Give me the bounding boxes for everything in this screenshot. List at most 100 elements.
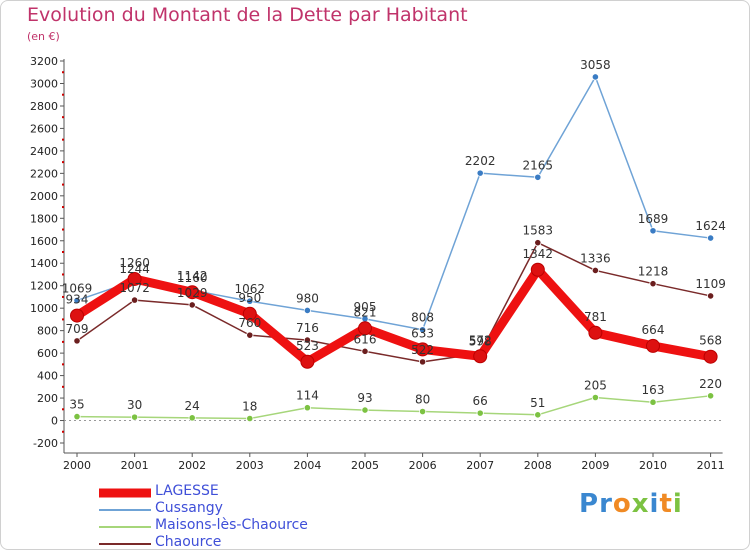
legend-swatch — [99, 542, 151, 545]
data-point — [303, 404, 311, 412]
data-point — [418, 326, 427, 334]
series-line-chaource — [76, 241, 712, 363]
data-label: 821 — [354, 305, 377, 319]
y-minor-tick — [62, 295, 64, 298]
data-label: 616 — [354, 332, 377, 346]
y-minor-tick — [62, 206, 64, 209]
data-point — [242, 306, 257, 321]
data-label: 1218 — [638, 265, 669, 279]
data-point — [361, 406, 369, 414]
data-label: 80 — [415, 393, 430, 407]
logo-letter: P — [579, 489, 600, 519]
data-point — [415, 342, 430, 357]
data-label: 163 — [642, 383, 665, 397]
x-tick-label: 2010 — [639, 459, 667, 472]
data-point — [185, 285, 200, 300]
data-label: 980 — [296, 291, 319, 305]
y-minor-tick — [62, 251, 64, 253]
y-tick-label: 1600 — [30, 235, 58, 248]
data-point — [649, 280, 657, 288]
data-label: 568 — [699, 334, 722, 348]
data-point — [246, 297, 254, 305]
data-point — [649, 398, 657, 406]
data-label: 1336 — [580, 251, 611, 265]
legend-label: Chaource — [155, 534, 222, 550]
data-label: 1142 — [177, 269, 208, 283]
data-label: 709 — [66, 322, 89, 336]
data-point — [476, 409, 484, 417]
data-point — [361, 347, 369, 355]
y-tick-label: 800 — [37, 325, 58, 338]
data-point — [131, 296, 139, 304]
y-minor-tick — [62, 93, 64, 96]
data-point — [358, 321, 372, 336]
data-point — [127, 271, 142, 286]
data-label: 572 — [469, 333, 492, 347]
data-label: 3058 — [580, 58, 611, 72]
data-point — [591, 266, 600, 275]
data-label: 18 — [242, 400, 257, 414]
data-point — [188, 414, 196, 422]
x-tick-label: 2005 — [351, 459, 379, 472]
data-label: 522 — [411, 343, 434, 357]
data-label: 598 — [469, 334, 492, 348]
data-label: 633 — [411, 326, 434, 340]
y-tick-label: 1200 — [30, 280, 58, 293]
y-tick-label: 2200 — [30, 167, 58, 180]
data-label: 35 — [69, 398, 84, 412]
data-point — [73, 412, 81, 421]
legend-label: Cussangy — [155, 500, 223, 516]
data-label: 1069 — [62, 281, 93, 295]
legend-swatch — [99, 508, 151, 511]
y-tick-label: -200 — [33, 437, 58, 450]
data-point — [706, 292, 715, 300]
data-label: 523 — [296, 339, 319, 353]
data-label: 1244 — [119, 262, 150, 276]
data-point — [70, 308, 84, 323]
data-label: 220 — [699, 377, 722, 391]
x-tick-label: 2008 — [524, 459, 552, 472]
data-point — [303, 336, 311, 344]
logo-letter: x — [631, 489, 650, 519]
data-label: 760 — [238, 316, 261, 330]
chart-axes: -200 0 200 400 600 800 1000 1200 1400 1600 1800 200… — [30, 55, 725, 472]
x-tick-label: 2004 — [293, 459, 321, 472]
data-point — [418, 407, 427, 416]
proxiti-logo: Proxiti — [579, 489, 683, 519]
y-tick-label: 2400 — [30, 145, 58, 158]
data-label: 808 — [411, 311, 434, 325]
data-label: 1062 — [235, 282, 266, 296]
y-tick-label: 1800 — [30, 212, 58, 225]
y-minor-tick — [62, 116, 64, 119]
data-label: 781 — [584, 310, 607, 324]
data-label: 934 — [66, 293, 89, 307]
data-label: 2165 — [523, 158, 554, 172]
y-minor-tick — [62, 71, 64, 74]
data-label: 24 — [185, 399, 200, 413]
data-point — [246, 414, 254, 423]
series-line-lagesse — [72, 265, 716, 367]
x-tick-label: 2009 — [581, 459, 609, 472]
data-label: 51 — [530, 396, 545, 410]
data-point — [73, 296, 81, 305]
y-minor-tick — [62, 228, 64, 231]
logo-letter: r — [599, 489, 613, 519]
y-tick-label: 200 — [37, 392, 58, 405]
data-label: 905 — [354, 300, 377, 314]
data-point — [649, 227, 657, 235]
data-point — [473, 349, 488, 364]
y-tick-label: 3200 — [30, 55, 58, 68]
data-point — [73, 337, 81, 345]
logo-letter: i — [649, 489, 660, 519]
logo-letter: o — [612, 489, 632, 519]
data-label: 66 — [473, 394, 488, 408]
x-tick-label: 2006 — [409, 459, 437, 472]
chart-data-labels: 1069 1244 1160 1062 980 905 808 2202 2165 3058 168… — [62, 58, 726, 414]
data-label: 93 — [357, 391, 372, 405]
y-tick-label: 2000 — [30, 190, 58, 203]
data-label: 1583 — [523, 224, 554, 238]
legend-swatch — [99, 488, 151, 497]
data-label: 30 — [127, 398, 142, 412]
legend-swatch — [99, 525, 151, 528]
